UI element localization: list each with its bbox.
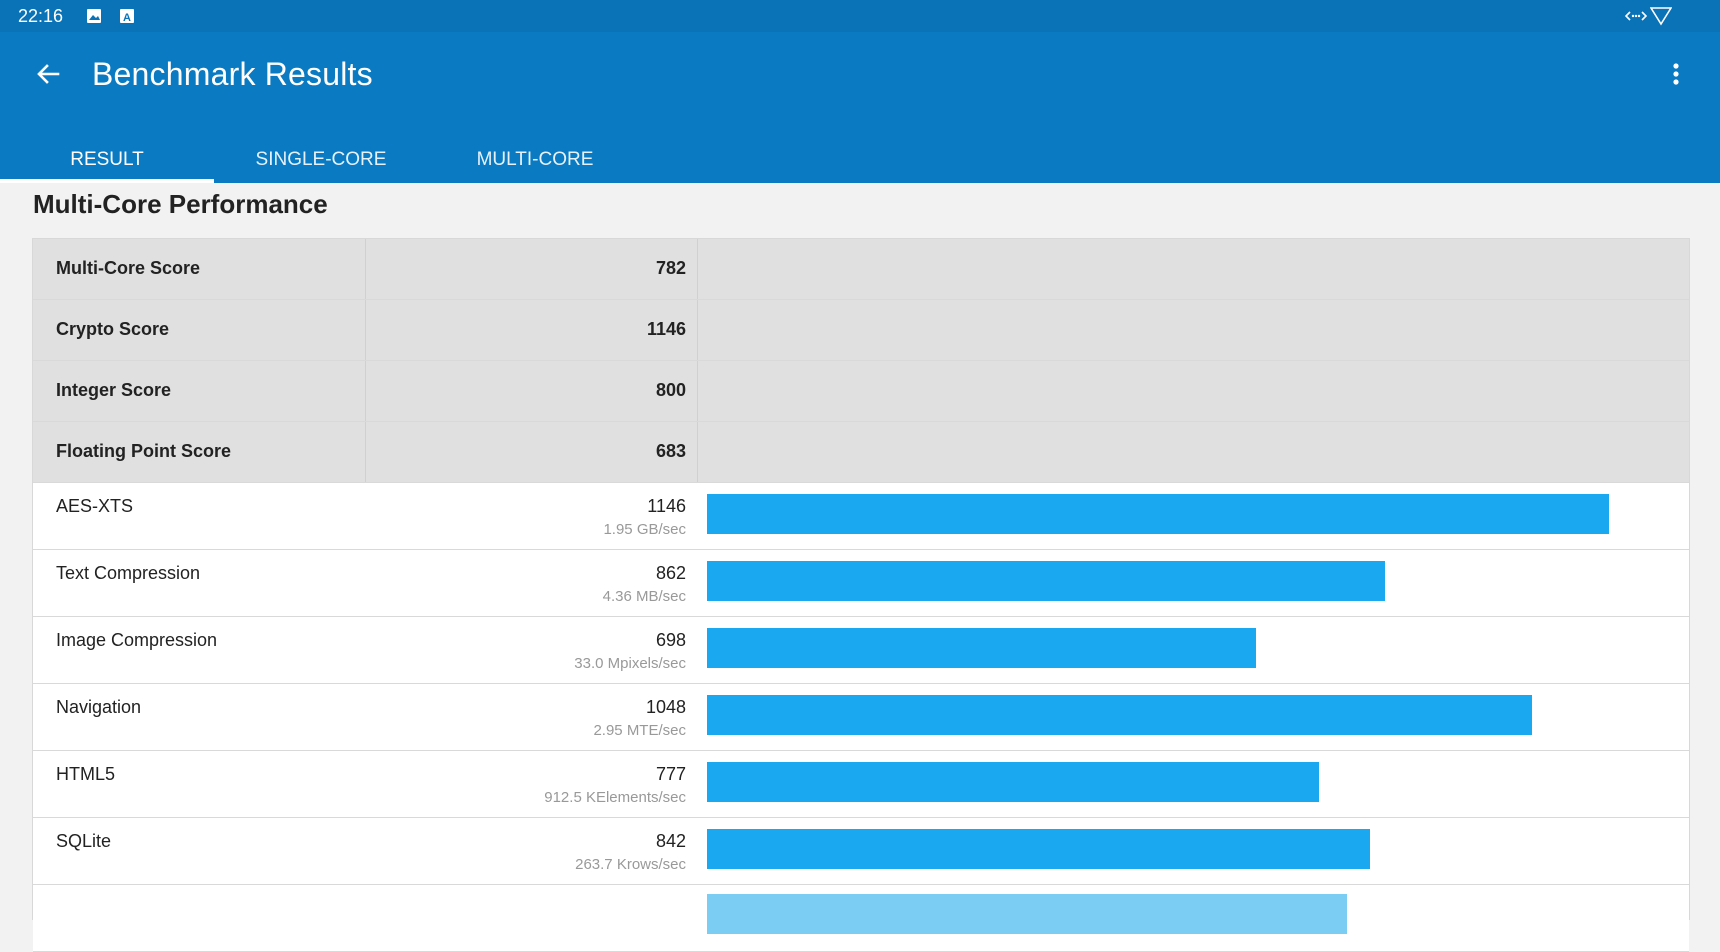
column-divider bbox=[365, 300, 366, 360]
font-icon: A bbox=[120, 9, 134, 24]
benchmark-label: AES-XTS bbox=[56, 496, 134, 516]
benchmark-rate: 33.0 Mpixels/sec bbox=[574, 655, 686, 672]
summary-label: Multi-Core Score bbox=[56, 258, 201, 278]
summary-row: Multi-Core Score 782 bbox=[33, 239, 1689, 300]
benchmark-score: 777 bbox=[655, 764, 686, 784]
benchmark-row[interactable]: Navigation 1048 2.95 MTE/sec bbox=[33, 684, 1689, 751]
benchmark-bar bbox=[707, 628, 1256, 668]
summary-label: Integer Score bbox=[56, 380, 172, 400]
tab-single-core[interactable]: SINGLE-CORE bbox=[255, 149, 387, 170]
summary-row: Integer Score 800 bbox=[33, 361, 1689, 422]
section-title: Multi-Core Performance bbox=[33, 189, 328, 219]
benchmark-score: 1048 bbox=[645, 697, 686, 717]
benchmark-label: Navigation bbox=[56, 697, 142, 717]
benchmark-row[interactable] bbox=[33, 885, 1689, 952]
benchmark-label: Image Compression bbox=[56, 630, 218, 650]
column-divider bbox=[697, 300, 698, 360]
page-title: Benchmark Results bbox=[92, 56, 373, 92]
column-divider bbox=[365, 422, 366, 482]
benchmark-bar bbox=[707, 561, 1385, 601]
column-divider bbox=[365, 239, 366, 299]
summary-label: Crypto Score bbox=[56, 319, 170, 339]
benchmark-bar bbox=[707, 695, 1532, 735]
data-transfer-icon bbox=[1625, 11, 1647, 21]
column-divider bbox=[697, 239, 698, 299]
benchmark-score: 842 bbox=[655, 831, 686, 851]
tab-result[interactable]: RESULT bbox=[70, 149, 144, 170]
benchmark-rate: 1.95 GB/sec bbox=[603, 521, 686, 538]
benchmark-row[interactable]: Text Compression 862 4.36 MB/sec bbox=[33, 550, 1689, 617]
benchmark-bar bbox=[707, 762, 1319, 802]
column-divider bbox=[697, 361, 698, 421]
summary-score: 782 bbox=[655, 258, 686, 278]
image-icon bbox=[87, 9, 101, 23]
summary-score: 683 bbox=[655, 441, 686, 461]
benchmark-rate: 2.95 MTE/sec bbox=[593, 722, 686, 739]
benchmark-row[interactable]: HTML5 777 912.5 KElements/sec bbox=[33, 751, 1689, 818]
app-bar: Benchmark Results RESULT SINGLE-CORE MUL… bbox=[0, 32, 1720, 183]
wifi-icon bbox=[1650, 7, 1672, 26]
back-arrow-icon[interactable] bbox=[32, 58, 64, 90]
benchmark-score: 698 bbox=[655, 630, 686, 650]
benchmark-score: 1146 bbox=[647, 496, 686, 516]
benchmark-rate: 912.5 KElements/sec bbox=[544, 789, 686, 806]
summary-label: Floating Point Score bbox=[56, 441, 232, 461]
benchmark-label: HTML5 bbox=[56, 764, 116, 784]
benchmark-bar-partial bbox=[707, 894, 1347, 934]
summary-score: 800 bbox=[655, 380, 686, 400]
status-time: 22:16 bbox=[18, 6, 64, 26]
benchmark-score: 862 bbox=[655, 563, 686, 583]
summary-row: Crypto Score 1146 bbox=[33, 300, 1689, 361]
benchmark-label: SQLite bbox=[56, 831, 112, 851]
tab-multi-core[interactable]: MULTI-CORE bbox=[476, 149, 594, 170]
column-divider bbox=[365, 361, 366, 421]
more-vert-icon[interactable] bbox=[1664, 60, 1688, 92]
benchmark-bar bbox=[707, 494, 1609, 534]
benchmark-label: Text Compression bbox=[56, 563, 201, 583]
status-bar: 22:16 A bbox=[0, 0, 1720, 32]
summary-row: Floating Point Score 683 bbox=[33, 422, 1689, 483]
benchmark-row[interactable]: SQLite 842 263.7 Krows/sec bbox=[33, 818, 1689, 885]
benchmark-row[interactable]: Image Compression 698 33.0 Mpixels/sec bbox=[33, 617, 1689, 684]
benchmark-rate: 263.7 Krows/sec bbox=[575, 856, 686, 873]
column-divider bbox=[697, 422, 698, 482]
tab-indicator bbox=[0, 179, 214, 183]
benchmark-row[interactable]: AES-XTS 1146 1.95 GB/sec bbox=[33, 483, 1689, 550]
benchmark-rate: 4.36 MB/sec bbox=[602, 588, 686, 605]
results-table: Multi-Core Score 782 Crypto Score 1146 I… bbox=[32, 238, 1690, 952]
summary-score: 1146 bbox=[646, 319, 686, 339]
svg-text:A: A bbox=[123, 12, 131, 24]
benchmark-bar bbox=[707, 829, 1370, 869]
